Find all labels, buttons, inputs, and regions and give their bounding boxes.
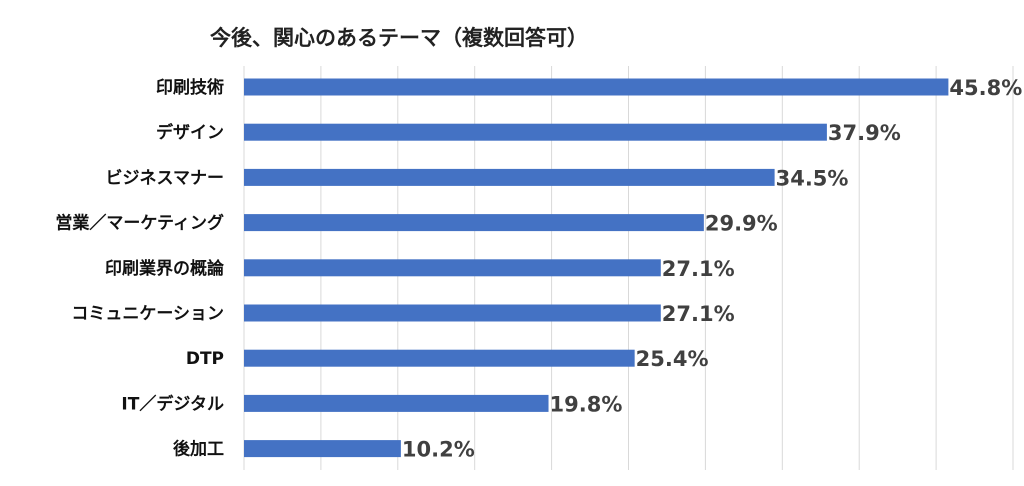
bar <box>244 440 401 458</box>
chart-title: 今後、関心のあるテーマ（複数回答可） <box>210 26 588 50</box>
bar <box>244 123 827 141</box>
category-label: 印刷業界の概論 <box>105 258 225 279</box>
category-label: DTP <box>186 349 224 369</box>
data-label: 45.8% <box>949 76 1022 100</box>
data-label: 34.5% <box>776 166 849 190</box>
bar <box>244 214 704 232</box>
category-label: 後加工 <box>173 439 224 460</box>
data-label: 25.4% <box>636 347 709 371</box>
category-label: コミュニケーション <box>71 304 224 324</box>
category-label: デザイン <box>156 122 224 143</box>
bar <box>244 78 949 96</box>
bar <box>244 168 775 186</box>
bar <box>244 259 661 277</box>
data-label: 10.2% <box>402 438 475 462</box>
data-label: 19.8% <box>550 392 623 416</box>
bar <box>244 394 549 412</box>
data-label: 29.9% <box>705 212 778 236</box>
category-label: IT／デジタル <box>121 393 224 414</box>
category-label: 営業／マーケティング <box>55 213 224 234</box>
data-label: 37.9% <box>828 121 901 145</box>
bar <box>244 349 635 367</box>
bar <box>244 304 661 322</box>
category-label: 印刷技術 <box>156 77 224 98</box>
data-label: 27.1% <box>662 257 735 281</box>
category-label: ビジネスマナー <box>106 168 225 188</box>
data-label: 27.1% <box>662 302 735 326</box>
